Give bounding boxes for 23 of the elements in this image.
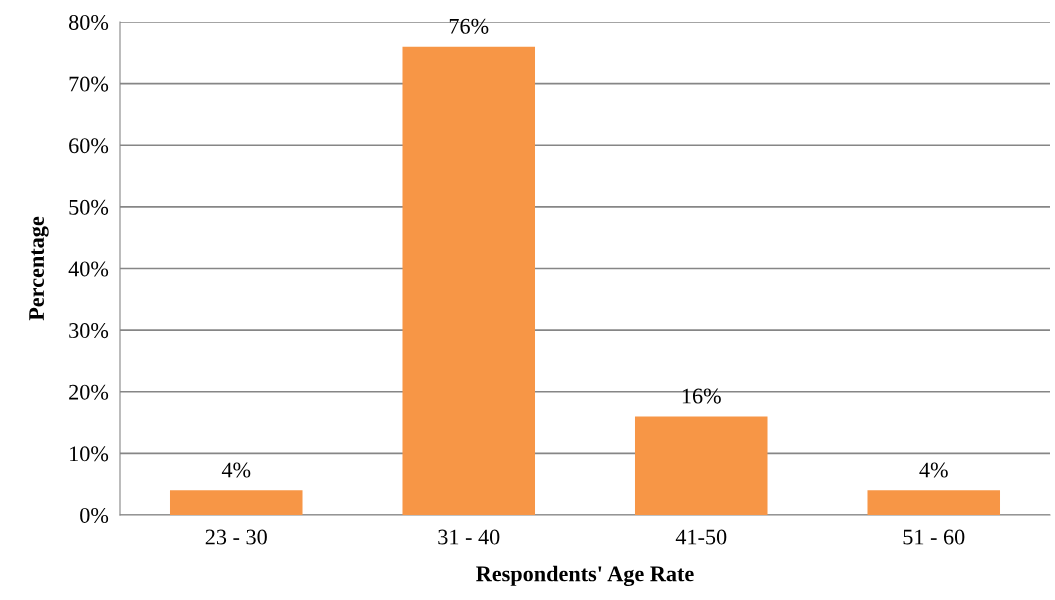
data-label: 4% — [221, 462, 251, 478]
x-tick-label: 31 - 40 — [438, 529, 500, 545]
y-tick-label: 70% — [69, 76, 109, 92]
y-tick-label: 60% — [69, 138, 109, 154]
x-axis-title: Respondents' Age Rate — [476, 565, 694, 587]
x-tick-label: 51 - 60 — [903, 529, 965, 545]
y-tick-label: 30% — [69, 323, 109, 339]
data-label: 4% — [919, 462, 948, 478]
bar — [634, 416, 768, 515]
y-tick-label: 20% — [69, 384, 109, 400]
y-tick-label: 50% — [69, 199, 109, 215]
y-tick-label: 0% — [80, 507, 109, 523]
x-tick-label: 23 - 30 — [205, 529, 267, 545]
x-tick-label: 41-50 — [675, 529, 727, 545]
y-tick-label: 40% — [68, 261, 109, 277]
data-label: 76% — [449, 18, 489, 34]
y-tick-label: 10% — [70, 446, 109, 462]
data-label: 16% — [682, 388, 721, 404]
bar — [867, 490, 1001, 515]
y-axis-title: Percentage — [29, 216, 49, 321]
y-tick-label: 80% — [69, 14, 109, 30]
bar — [169, 490, 303, 515]
bar — [402, 46, 536, 515]
